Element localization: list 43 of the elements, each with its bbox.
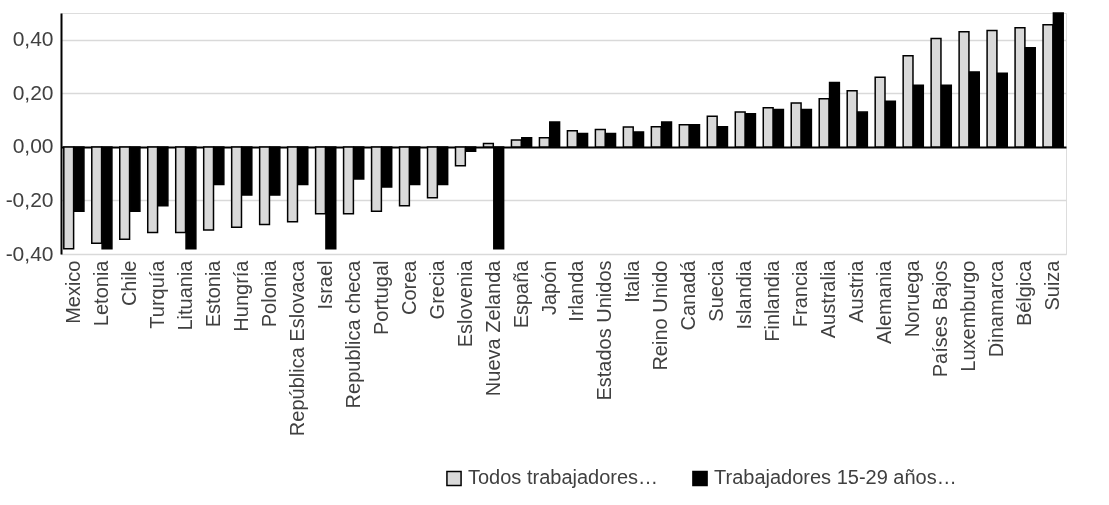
x-tick-label: Australia	[817, 259, 840, 339]
x-tick-label: Reino Unido	[649, 260, 672, 371]
x-tick-label: Chile	[117, 260, 140, 307]
x-tick-label: Italia	[621, 259, 644, 303]
legend-label: Trabajadores 15-29 años…	[714, 466, 957, 489]
x-tick-label: Nueva Zelanda	[481, 259, 504, 397]
x-tick-label: Polonia	[257, 259, 280, 328]
x-tick-label: Estonia	[201, 259, 224, 328]
x-tick-label: Portugal	[369, 260, 392, 335]
x-tick-label: Lituania	[173, 259, 196, 331]
x-tick-label: Corea	[397, 259, 420, 315]
x-tick-label: Bélgica	[1013, 259, 1036, 327]
y-tick-label: 0,20	[12, 80, 54, 104]
x-tick-label: Suecia	[705, 259, 728, 322]
x-tick-label: Canadá	[677, 259, 700, 331]
legend-label: Todos trabajadores…	[468, 466, 659, 489]
x-tick-label: Alemania	[873, 259, 896, 344]
y-tick-label: 0,00	[12, 134, 54, 158]
x-tick-label: España	[509, 259, 532, 329]
x-tick-label: Países Bajos	[929, 260, 952, 378]
x-tick-label: Mexico	[61, 260, 84, 324]
x-tick-label: Republica checa	[341, 259, 364, 409]
x-tick-label: Estados Unidos	[593, 260, 616, 401]
x-tick-label: República Eslovaca	[285, 259, 308, 437]
x-tick-label: Francia	[789, 259, 812, 328]
x-tick-label: Irlanda	[565, 259, 588, 322]
y-tick-label: -0,40	[5, 241, 54, 265]
x-tick-label: Grecia	[425, 259, 448, 320]
x-tick-label: Letonia	[89, 259, 112, 327]
x-tick-label: Hungría	[229, 259, 252, 332]
x-tick-label: Eslovenia	[453, 259, 476, 348]
x-tick-label: Suiza	[1041, 259, 1064, 311]
x-tick-label: Luxemburgo	[957, 260, 980, 372]
x-tick-label: Noruega	[901, 259, 924, 338]
x-tick-label: Austria	[845, 259, 868, 323]
x-tick-label: Islandia	[733, 259, 756, 330]
x-tick-label: Japón	[537, 260, 560, 315]
x-tick-label: Finlandia	[761, 259, 784, 342]
x-tick-label: Israel	[313, 260, 336, 310]
y-tick-label: 0,40	[12, 27, 54, 51]
y-tick-label: -0,20	[5, 187, 54, 211]
x-tick-label: Turquía	[145, 259, 168, 329]
x-tick-label: Dinamarca	[985, 259, 1008, 358]
